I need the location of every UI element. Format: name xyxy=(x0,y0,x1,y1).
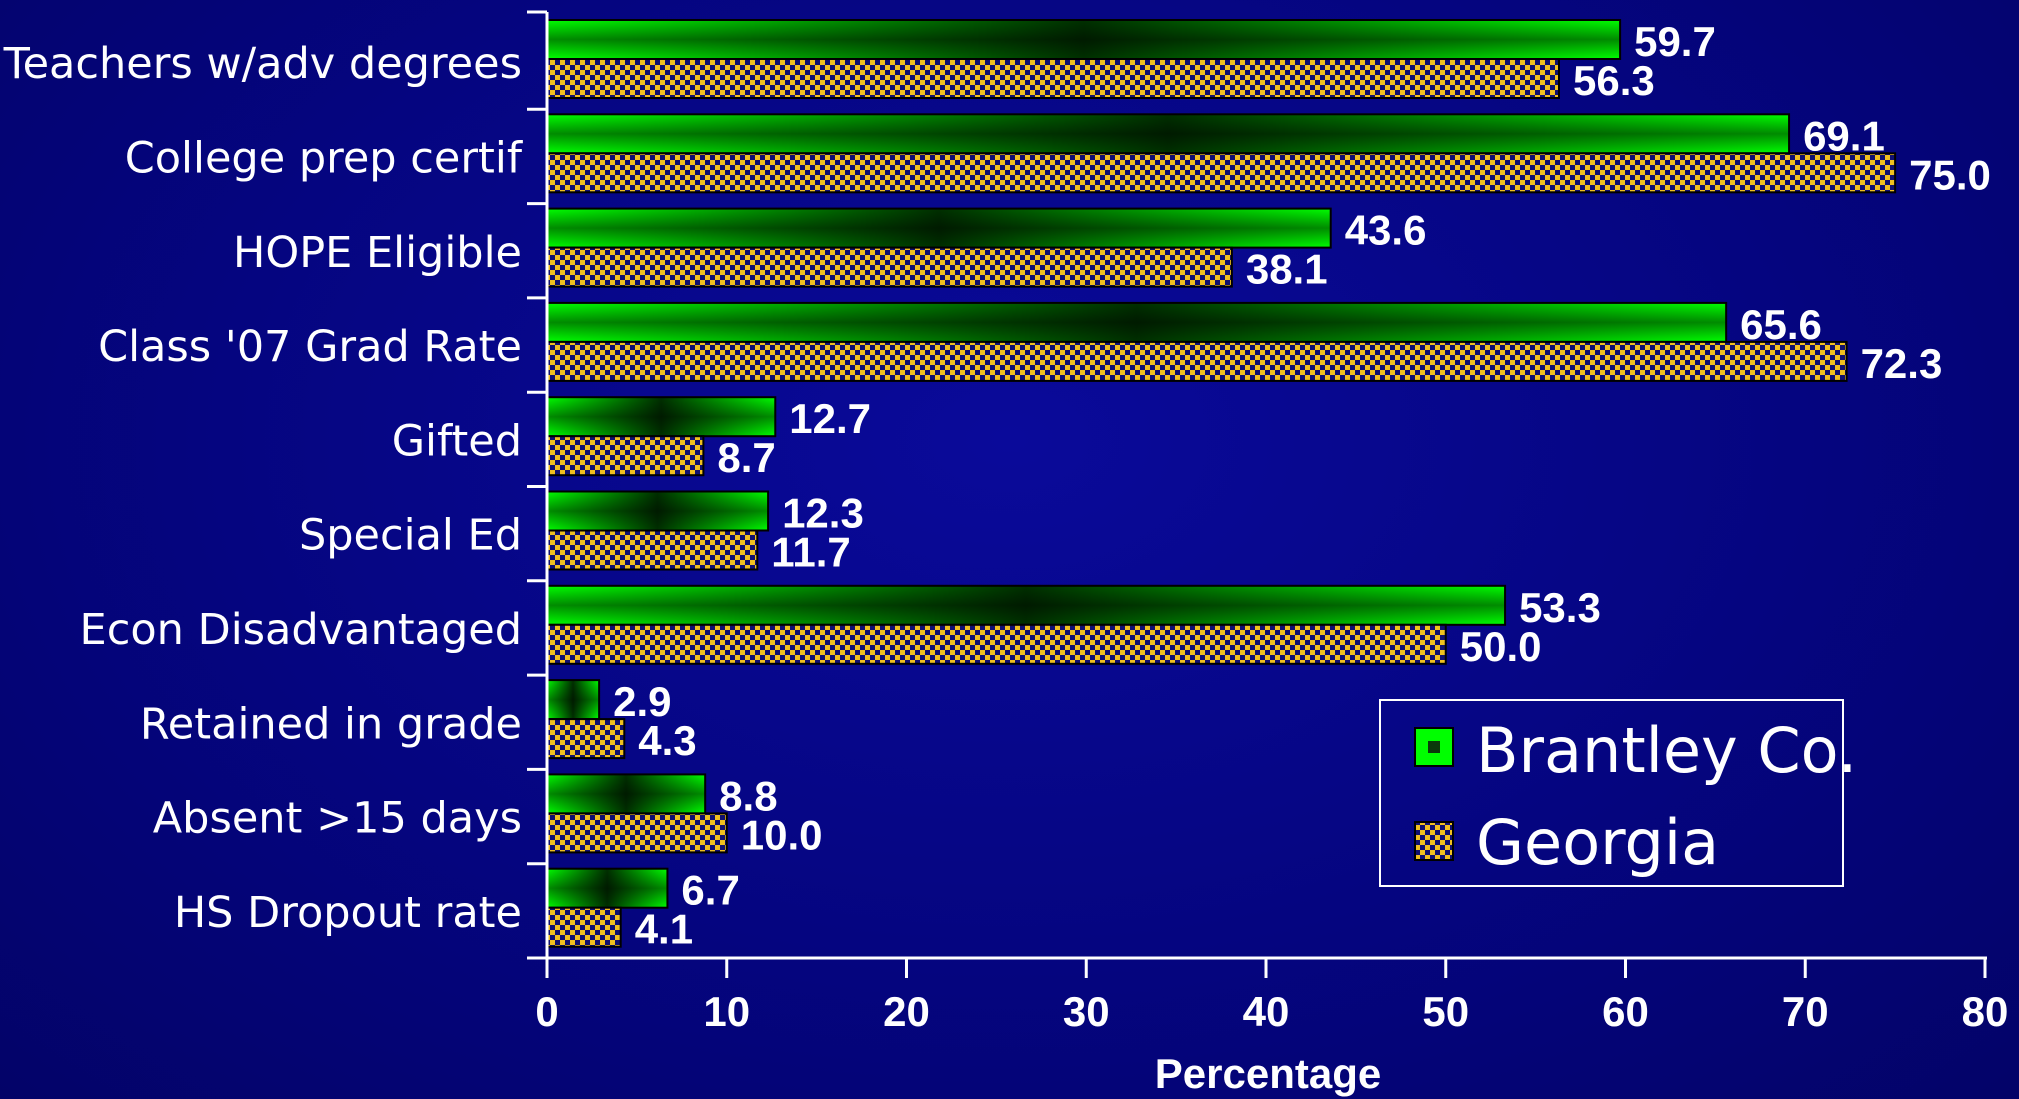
legend: Brantley Co. Georgia xyxy=(1379,699,1857,887)
value-label-georgia-class-07-grad-rate: 72.3 xyxy=(1861,340,1943,387)
value-label-georgia-absent-15-days: 10.0 xyxy=(741,811,823,858)
x-tick-label-30: 30 xyxy=(1063,988,1110,1035)
x-tick-label-70: 70 xyxy=(1782,988,1829,1035)
legend-swatch-georgia xyxy=(1414,821,1454,861)
bar-georgia-absent-15-days xyxy=(546,812,728,854)
value-label-brantley-teachers-adv-degrees: 59.7 xyxy=(1634,18,1716,65)
x-tick-label-50: 50 xyxy=(1422,988,1469,1035)
value-label-brantley-retained-in-grade: 2.9 xyxy=(613,678,671,725)
x-axis-title: Percentage xyxy=(1155,1050,1381,1097)
category-label-econ-disadvantaged: Econ Disadvantaged xyxy=(80,605,522,655)
bar-shade-brantley-class-07-grad-rate xyxy=(547,302,1727,342)
bar-georgia-hope-eligible xyxy=(546,246,1233,288)
bar-shade-brantley-college-prep-certif xyxy=(547,114,1790,154)
x-tick-labels: 0 10 20 30 40 50 60 70 80 xyxy=(535,988,2008,1035)
value-label-brantley-hs-dropout-rate: 6.7 xyxy=(681,867,739,914)
value-label-brantley-class-07-grad-rate: 65.6 xyxy=(1740,301,1822,348)
bar-shade-brantley-special-ed xyxy=(547,491,769,531)
category-label-class-07-grad-rate: Class '07 Grad Rate xyxy=(98,322,522,372)
x-tick-label-20: 20 xyxy=(883,988,930,1035)
category-label-special-ed: Special Ed xyxy=(299,511,522,561)
legend-item-georgia: Georgia xyxy=(1414,806,1719,879)
value-label-brantley-hope-eligible: 43.6 xyxy=(1345,207,1427,254)
value-label-georgia-gifted: 8.7 xyxy=(717,434,775,481)
value-label-brantley-special-ed: 12.3 xyxy=(782,490,864,537)
bar-georgia-college-prep-certif xyxy=(546,152,1897,194)
bar-shade-brantley-econ-disadvantaged xyxy=(547,585,1506,625)
legend-label-georgia: Georgia xyxy=(1476,806,1719,879)
category-labels: Teachers w/adv degrees College prep certi… xyxy=(3,39,523,938)
category-label-gifted: Gifted xyxy=(392,416,522,466)
bar-shade-brantley-teachers-adv-degrees xyxy=(547,20,1621,59)
value-label-georgia-econ-disadvantaged: 50.0 xyxy=(1460,623,1542,670)
legend-item-brantley: Brantley Co. xyxy=(1414,714,1857,787)
value-labels: 59.756.369.175.043.638.165.672.312.78.71… xyxy=(613,18,1991,953)
x-tick-label-80: 80 xyxy=(1962,988,2009,1035)
category-label-hs-dropout-rate: HS Dropout rate xyxy=(174,888,522,938)
bar-georgia-teachers-adv-degrees xyxy=(546,58,1560,99)
bar-shade-brantley-gifted xyxy=(547,397,776,437)
bar-shade-brantley-absent-15-days xyxy=(547,774,706,814)
bar-georgia-econ-disadvantaged xyxy=(546,623,1447,665)
legend-label-brantley: Brantley Co. xyxy=(1476,714,1857,787)
x-tick-label-0: 0 xyxy=(535,988,558,1035)
bars-group xyxy=(546,19,1897,948)
category-label-hope-eligible: HOPE Eligible xyxy=(233,228,522,278)
category-label-absent-15-days: Absent >15 days xyxy=(153,794,522,844)
value-label-georgia-college-prep-certif: 75.0 xyxy=(1909,151,1991,198)
bar-georgia-class-07-grad-rate xyxy=(546,340,1848,382)
value-label-brantley-gifted: 12.7 xyxy=(789,395,871,442)
value-label-georgia-teachers-adv-degrees: 56.3 xyxy=(1573,57,1655,104)
value-label-brantley-college-prep-certif: 69.1 xyxy=(1803,112,1885,159)
category-label-college-prep-certif: College prep certif xyxy=(125,133,523,183)
value-label-brantley-econ-disadvantaged: 53.3 xyxy=(1519,584,1601,631)
x-tick-label-40: 40 xyxy=(1243,988,1290,1035)
bar-shade-brantley-hs-dropout-rate xyxy=(547,868,668,908)
category-label-teachers-adv-degrees: Teachers w/adv degrees xyxy=(3,39,522,89)
bar-shade-brantley-retained-in-grade xyxy=(547,680,600,720)
bar-shade-brantley-hope-eligible xyxy=(547,208,1331,248)
value-label-brantley-absent-15-days: 8.8 xyxy=(719,772,777,819)
bar-georgia-special-ed xyxy=(546,529,759,571)
bar-georgia-hs-dropout-rate xyxy=(546,906,622,948)
x-tick-label-10: 10 xyxy=(703,988,750,1035)
value-label-georgia-retained-in-grade: 4.3 xyxy=(638,717,696,764)
category-label-retained-in-grade: Retained in grade xyxy=(140,699,522,749)
legend-swatch-brantley-center xyxy=(1428,741,1440,753)
value-label-georgia-hope-eligible: 38.1 xyxy=(1246,246,1328,293)
value-label-georgia-special-ed: 11.7 xyxy=(771,529,850,576)
axes-group xyxy=(527,10,1987,978)
value-label-georgia-hs-dropout-rate: 4.1 xyxy=(635,906,693,953)
legend-box xyxy=(1379,699,1844,887)
bar-georgia-gifted xyxy=(546,435,705,477)
x-tick-label-60: 60 xyxy=(1602,988,1649,1035)
